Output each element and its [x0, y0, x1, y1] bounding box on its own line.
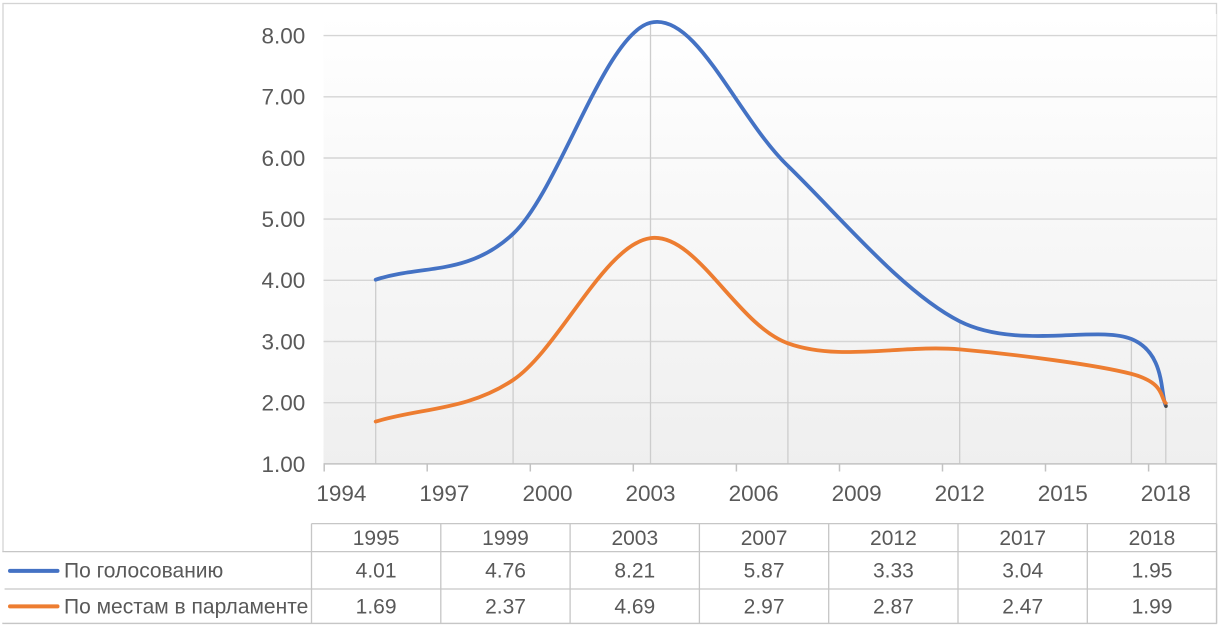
svg-text:1.95: 1.95	[1132, 559, 1173, 582]
svg-text:2006: 2006	[729, 481, 779, 506]
svg-text:3.00: 3.00	[262, 329, 306, 354]
svg-text:1997: 1997	[419, 481, 469, 506]
svg-text:2.37: 2.37	[485, 595, 526, 618]
svg-text:1.69: 1.69	[356, 595, 397, 618]
svg-text:4.01: 4.01	[356, 559, 397, 582]
svg-text:4.00: 4.00	[262, 268, 306, 293]
svg-text:6.00: 6.00	[262, 146, 306, 171]
svg-text:2017: 2017	[999, 527, 1046, 550]
svg-text:По местам в парламенте: По местам в парламенте	[64, 595, 308, 618]
svg-text:По голосованию: По голосованию	[64, 559, 223, 582]
svg-text:7.00: 7.00	[262, 85, 306, 110]
svg-text:1.00: 1.00	[262, 452, 306, 477]
svg-text:2009: 2009	[832, 481, 882, 506]
svg-text:3.33: 3.33	[873, 559, 914, 582]
svg-text:2003: 2003	[625, 481, 675, 506]
svg-text:8.21: 8.21	[614, 559, 655, 582]
svg-text:4.69: 4.69	[614, 595, 655, 618]
svg-text:2018: 2018	[1129, 527, 1176, 550]
svg-text:8.00: 8.00	[262, 24, 306, 49]
svg-text:4.76: 4.76	[485, 559, 526, 582]
svg-text:1999: 1999	[482, 527, 529, 550]
svg-text:2000: 2000	[522, 481, 572, 506]
svg-text:2012: 2012	[935, 481, 985, 506]
svg-text:2012: 2012	[870, 527, 917, 550]
svg-text:3.04: 3.04	[1002, 559, 1043, 582]
svg-text:2.47: 2.47	[1002, 595, 1043, 618]
svg-text:1994: 1994	[316, 481, 366, 506]
svg-text:2007: 2007	[741, 527, 788, 550]
svg-text:2003: 2003	[611, 527, 658, 550]
svg-text:1.99: 1.99	[1132, 595, 1173, 618]
svg-text:2018: 2018	[1141, 481, 1191, 506]
svg-text:2.00: 2.00	[262, 391, 306, 416]
svg-text:2.97: 2.97	[744, 595, 785, 618]
svg-text:5.87: 5.87	[744, 559, 785, 582]
svg-text:5.00: 5.00	[262, 207, 306, 232]
svg-text:2015: 2015	[1038, 481, 1088, 506]
svg-text:1995: 1995	[353, 527, 400, 550]
svg-text:2.87: 2.87	[873, 595, 914, 618]
